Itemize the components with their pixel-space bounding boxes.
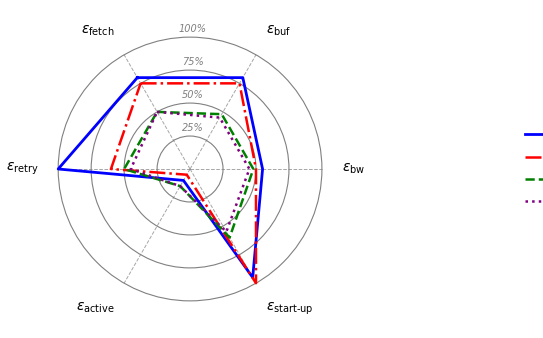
Text: $\varepsilon_{\mathrm{retry}}$: $\varepsilon_{\mathrm{retry}}$ [5, 161, 39, 177]
Text: $\varepsilon_{\mathrm{start\text{-}up}}$: $\varepsilon_{\mathrm{start\text{-}up}}$ [266, 300, 313, 317]
Text: 25%: 25% [182, 123, 204, 134]
Text: $\varepsilon_{\mathrm{fetch}}$: $\varepsilon_{\mathrm{fetch}}$ [81, 23, 114, 38]
Legend: $p_e = 5\%$, $p_e = 10\%$, $p_e = 15\%$, $p_e = 20\%$: $p_e = 5\%$, $p_e = 10\%$, $p_e = 15\%$,… [520, 123, 543, 215]
Text: 100%: 100% [179, 24, 207, 34]
Text: 75%: 75% [182, 57, 204, 68]
Text: $\varepsilon_{\mathrm{bw}}$: $\varepsilon_{\mathrm{bw}}$ [342, 162, 365, 176]
Text: 50%: 50% [182, 91, 204, 100]
Text: $\varepsilon_{\mathrm{buf}}$: $\varepsilon_{\mathrm{buf}}$ [266, 23, 291, 38]
Text: $\varepsilon_{\mathrm{active}}$: $\varepsilon_{\mathrm{active}}$ [75, 300, 114, 315]
